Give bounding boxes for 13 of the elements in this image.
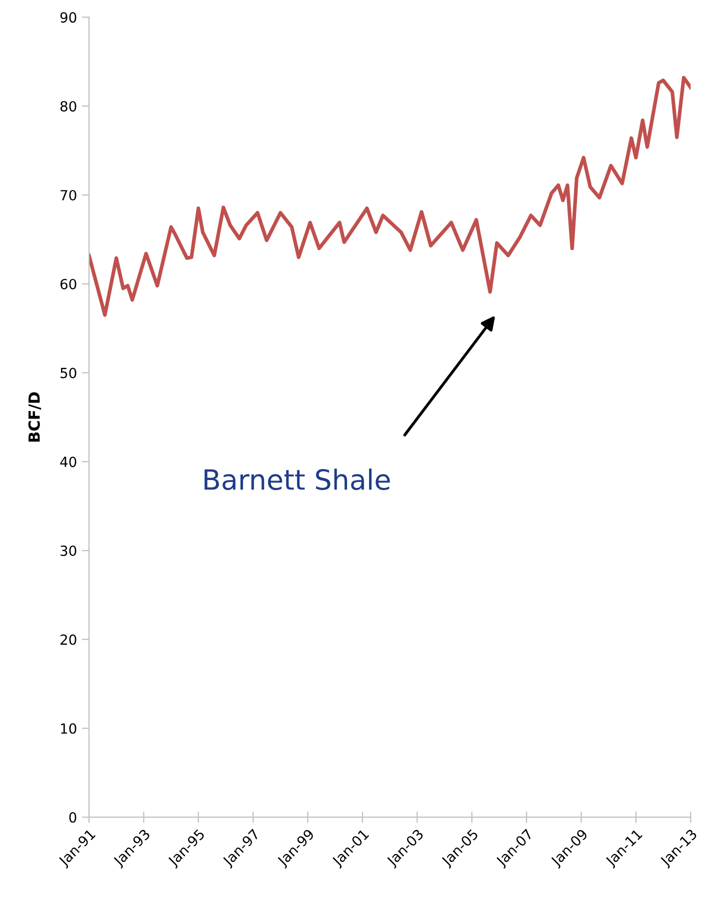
y-tick-label: 40: [60, 456, 76, 468]
y-tick-label: 30: [60, 546, 76, 556]
y-tick-label: 50: [60, 368, 76, 378]
line-series: [89, 76, 691, 317]
y-axis-title: BCF/D: [28, 392, 42, 442]
y-tick-label: 20: [60, 634, 76, 645]
y-tick-label: 60: [60, 278, 76, 290]
y-tick-label: 10: [61, 723, 76, 734]
y-tick-label: 80: [60, 101, 76, 112]
y-tick-label: 70: [60, 190, 76, 200]
y-tick-label: 0: [69, 812, 76, 823]
y-tick-label: 90: [60, 12, 76, 23]
annotation: Barnett Shale: [204, 468, 390, 490]
